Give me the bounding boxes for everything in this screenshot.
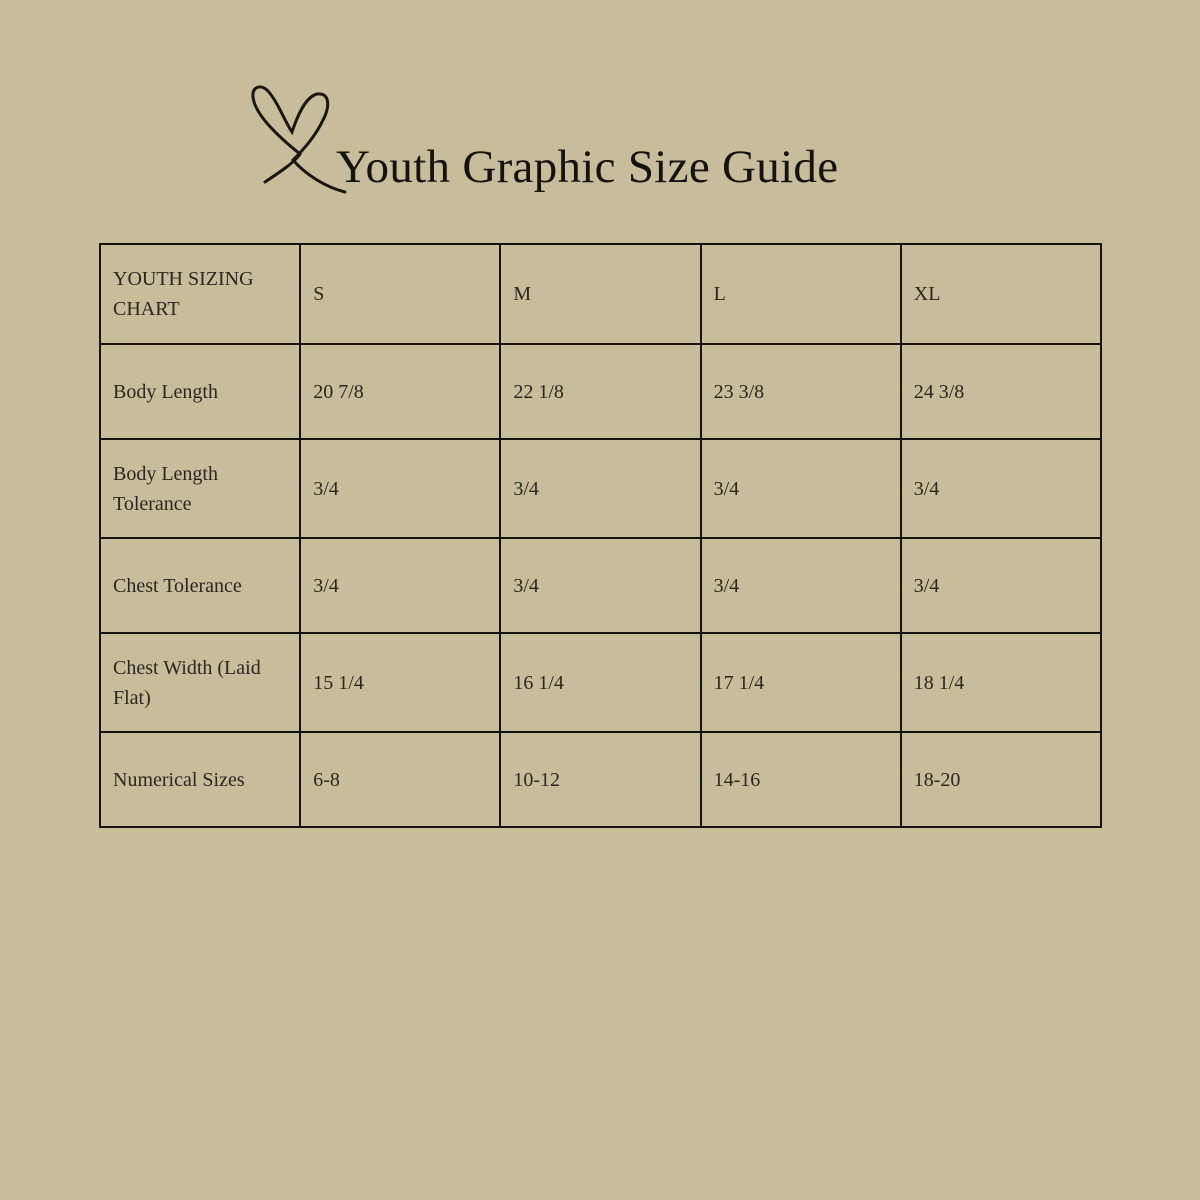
- value-cell: 14-16: [699, 731, 902, 828]
- value-cell: 22 1/8: [499, 343, 702, 440]
- value-cell: 3/4: [699, 438, 902, 539]
- page-title: Youth Graphic Size Guide: [336, 141, 839, 193]
- value-cell: 3/4: [499, 537, 702, 634]
- value-cell: 6-8: [299, 731, 502, 828]
- value-cell: 16 1/4: [499, 632, 702, 733]
- value-cell: 3/4: [299, 537, 502, 634]
- value-cell: 3/4: [899, 438, 1103, 539]
- table-header-row: YOUTH SIZING CHART S M L XL: [98, 243, 1103, 345]
- value-cell: 17 1/4: [699, 632, 902, 733]
- table-row: Body Length Tolerance 3/4 3/4 3/4 3/4: [98, 438, 1103, 539]
- size-chart-table: YOUTH SIZING CHART S M L XL Body Length 20 7/8…: [98, 243, 1103, 828]
- header-cell: YOUTH SIZING CHART: [98, 243, 302, 345]
- value-cell: 3/4: [299, 438, 502, 539]
- table-row: Body Length 20 7/8 22 1/8 23 3/8 24 3/8: [98, 343, 1103, 440]
- header-cell: S: [299, 243, 502, 345]
- row-label-cell: Numerical Sizes: [98, 731, 302, 828]
- value-cell: 18-20: [899, 731, 1103, 828]
- row-label-cell: Chest Width (Laid Flat): [98, 632, 302, 733]
- value-cell: 3/4: [899, 537, 1103, 634]
- value-cell: 3/4: [699, 537, 902, 634]
- heart-logo-icon: [251, 85, 347, 194]
- table-row: Chest Tolerance 3/4 3/4 3/4 3/4: [98, 537, 1103, 634]
- header-cell: M: [499, 243, 702, 345]
- table-row: Numerical Sizes 6-8 10-12 14-16 18-20: [98, 731, 1103, 828]
- row-label-cell: Body Length: [98, 343, 302, 440]
- value-cell: 10-12: [499, 731, 702, 828]
- value-cell: 24 3/8: [899, 343, 1103, 440]
- value-cell: 3/4: [499, 438, 702, 539]
- table-row: Chest Width (Laid Flat) 15 1/4 16 1/4 17 1/…: [98, 632, 1103, 733]
- value-cell: 15 1/4: [299, 632, 502, 733]
- header-cell: L: [699, 243, 902, 345]
- value-cell: 20 7/8: [299, 343, 502, 440]
- value-cell: 23 3/8: [699, 343, 902, 440]
- row-label-cell: Body Length Tolerance: [98, 438, 302, 539]
- row-label-cell: Chest Tolerance: [98, 537, 302, 634]
- header-cell: XL: [899, 243, 1103, 345]
- value-cell: 18 1/4: [899, 632, 1103, 733]
